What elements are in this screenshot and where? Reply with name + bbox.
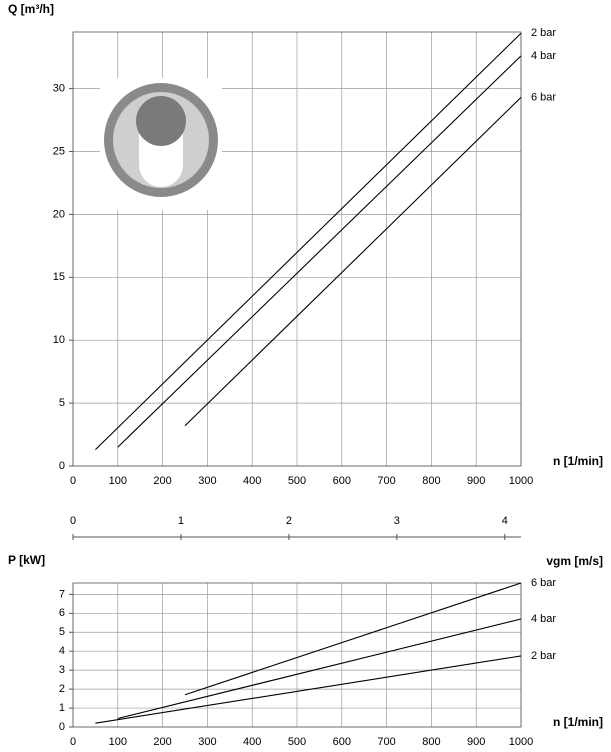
y-tick-label: 7 — [59, 588, 65, 600]
y-tick-label: 2 — [59, 683, 65, 695]
y-tick-label: 4 — [59, 645, 65, 657]
y-tick-label: 25 — [53, 145, 65, 157]
x-axis-label: vgm [m/s] — [546, 554, 603, 568]
y-axis-label: Q [m³/h] — [8, 2, 54, 16]
x-tick-label: 0 — [70, 736, 76, 748]
series-line — [184, 582, 522, 696]
x-tick-label: 2 — [286, 515, 292, 527]
plot-frame — [72, 31, 522, 467]
x-tick-label: 4 — [502, 515, 508, 527]
plot-frame — [72, 582, 522, 728]
x-tick-label: 3 — [394, 515, 400, 527]
y-tick-label: 15 — [53, 271, 65, 283]
x-tick-label: 300 — [198, 475, 216, 487]
x-axis-label: n [1/min] — [553, 454, 603, 468]
y-tick-label: 30 — [53, 83, 65, 95]
y-tick-label: 0 — [59, 460, 65, 472]
series-line — [95, 655, 522, 724]
x-tick-label: 800 — [422, 736, 440, 748]
y-tick-label: 1 — [59, 702, 65, 714]
series-label: 6 bar — [531, 91, 556, 103]
pump-icon — [100, 78, 222, 210]
y-tick-label: 6 — [59, 607, 65, 619]
series-line — [184, 97, 522, 427]
series-label: 2 bar — [531, 650, 556, 662]
x-tick-label: 700 — [377, 475, 395, 487]
x-tick-label: 900 — [467, 736, 485, 748]
y-tick-label: 20 — [53, 208, 65, 220]
x-tick-label: 400 — [243, 736, 261, 748]
x-tick-label: 200 — [153, 475, 171, 487]
x-tick-label: 0 — [70, 475, 76, 487]
x-tick-label: 500 — [288, 736, 306, 748]
x-tick-label: 1000 — [509, 736, 533, 748]
x-tick-label: 900 — [467, 475, 485, 487]
series-line — [95, 32, 522, 451]
y-axis-label: P [kW] — [8, 553, 45, 567]
series-label: 6 bar — [531, 577, 556, 589]
x-tick-label: 800 — [422, 475, 440, 487]
x-tick-label: 1000 — [509, 475, 533, 487]
x-axis-label: n [1/min] — [553, 715, 603, 729]
x-tick-label: 600 — [333, 736, 351, 748]
y-tick-label: 10 — [53, 334, 65, 346]
x-tick-label: 300 — [198, 736, 216, 748]
y-tick-label: 0 — [59, 721, 65, 733]
series-line — [117, 55, 522, 448]
icon-rotor — [136, 96, 186, 146]
x-tick-label: 1 — [178, 515, 184, 527]
x-tick-label: 700 — [377, 736, 395, 748]
series-line — [117, 618, 522, 720]
x-tick-label: 200 — [153, 736, 171, 748]
y-tick-label: 3 — [59, 664, 65, 676]
series-label: 4 bar — [531, 613, 556, 625]
x-tick-label: 100 — [109, 736, 127, 748]
x-tick-label: 600 — [333, 475, 351, 487]
x-tick-label: 500 — [288, 475, 306, 487]
y-tick-label: 5 — [59, 626, 65, 638]
x-tick-label: 100 — [109, 475, 127, 487]
x-tick-label: 400 — [243, 475, 261, 487]
series-label: 4 bar — [531, 50, 556, 62]
y-tick-label: 5 — [59, 397, 65, 409]
series-label: 2 bar — [531, 27, 556, 39]
x-tick-label: 0 — [70, 515, 76, 527]
